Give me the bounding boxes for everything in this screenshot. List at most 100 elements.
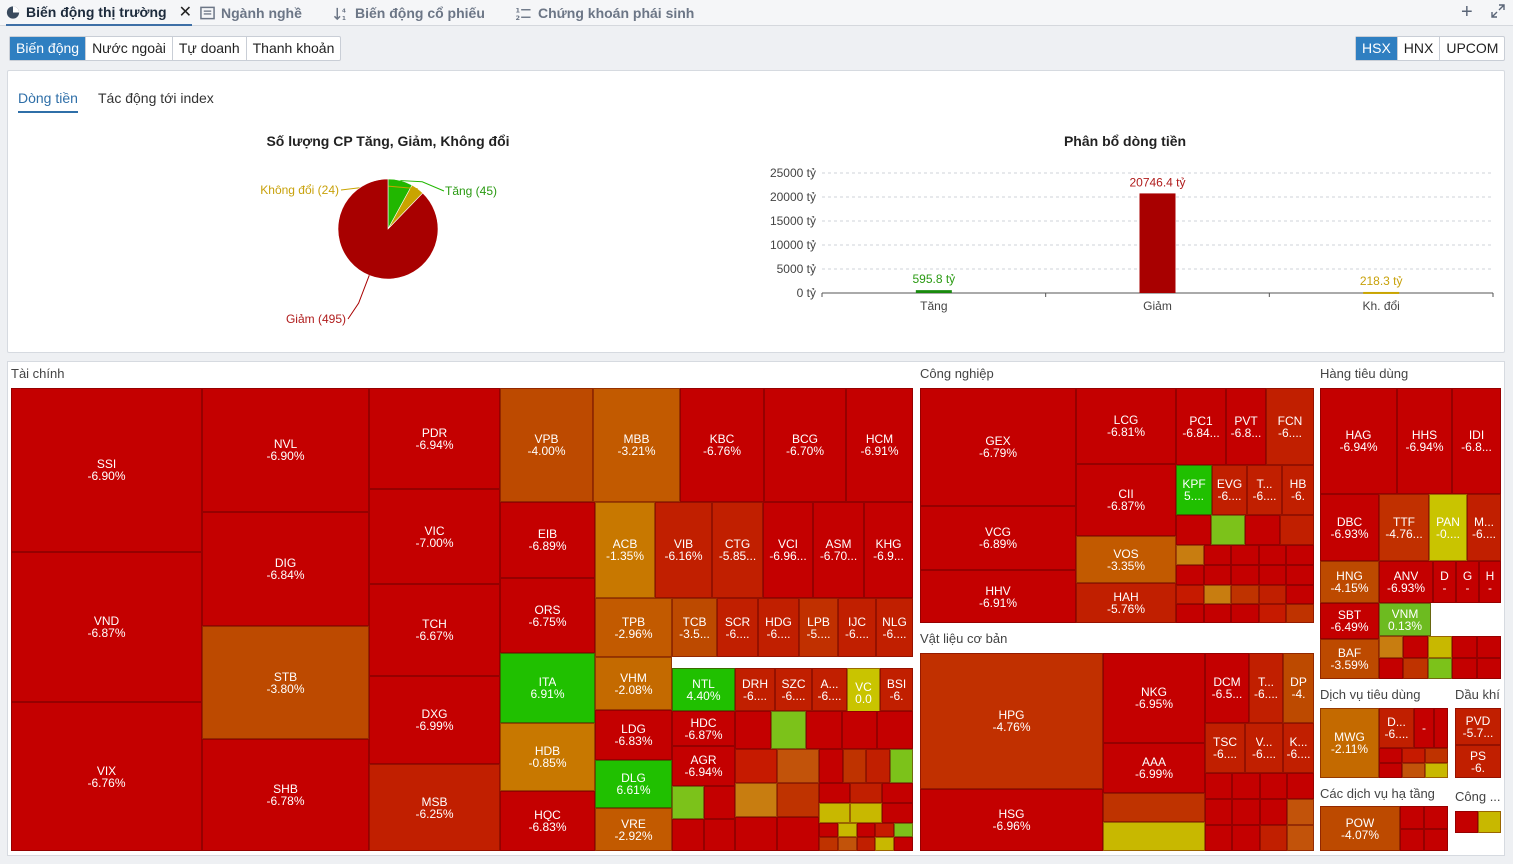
treemap-cell-small[interactable] — [1434, 708, 1448, 748]
treemap-cell-small[interactable] — [1476, 657, 1501, 679]
treemap-cell-small[interactable] — [1258, 604, 1287, 623]
treemap-cell-stock[interactable]: HDG -6.... — [758, 598, 799, 657]
treemap-cell-stock[interactable]: AGR -6.94% — [672, 746, 735, 786]
filter-foreign-button[interactable]: Nước ngoài — [86, 37, 173, 60]
treemap-cell-stock[interactable]: HAG -6.94% — [1320, 388, 1397, 494]
treemap-cell-small[interactable] — [1424, 806, 1448, 829]
treemap-cell-small[interactable] — [889, 749, 913, 783]
treemap-cell-stock[interactable]: HHV -6.91% — [920, 570, 1076, 623]
treemap-cell-small[interactable] — [1176, 515, 1211, 545]
treemap-cell-stock[interactable]: V... -6.... — [1245, 723, 1283, 773]
treemap-cell-small[interactable] — [1425, 748, 1448, 763]
treemap-cell-stock[interactable]: H- — [1479, 561, 1501, 603]
treemap-cell-small[interactable] — [1210, 515, 1245, 545]
treemap-cell-small[interactable] — [1259, 773, 1287, 799]
exchange-hsx-button[interactable]: HSX — [1356, 37, 1398, 60]
treemap-cell-stock[interactable]: PS -6. — [1455, 745, 1501, 778]
treemap-cell-small[interactable] — [1286, 565, 1314, 585]
treemap-cell-stock[interactable]: HDC -6.87% — [672, 711, 735, 746]
close-icon[interactable]: ✕ — [178, 4, 192, 21]
treemap-cell-stock[interactable]: PVD -5.7... — [1455, 708, 1501, 745]
treemap-cell-stock[interactable]: HB -6. — [1282, 465, 1314, 515]
treemap-cell-small[interactable] — [777, 817, 819, 851]
treemap-cell-small[interactable] — [1203, 545, 1232, 565]
treemap-cell-small[interactable] — [819, 837, 838, 851]
treemap-cell-small[interactable] — [1205, 799, 1233, 825]
treemap-cell-stock[interactable]: VCI -6.96... — [763, 502, 813, 598]
treemap-cell-stock[interactable]: VIB -6.16% — [655, 502, 712, 598]
treemap-cell-stock[interactable]: STB -3.80% — [202, 626, 369, 739]
treemap-cell-stock[interactable]: PVT -6.8... — [1226, 388, 1266, 465]
treemap-cell-stock[interactable]: KPF 5.... — [1176, 465, 1212, 515]
treemap-cell-small[interactable] — [1231, 604, 1259, 623]
subtab-money-flow[interactable]: Dòng tiền — [18, 90, 78, 113]
treemap-cell-stock[interactable]: GEX -6.79% — [920, 388, 1076, 506]
treemap-cell-small[interactable] — [1427, 657, 1453, 679]
treemap-cell-small[interactable] — [1403, 657, 1428, 679]
treemap-cell-small[interactable] — [1205, 773, 1233, 799]
treemap-cell-stock[interactable]: HCM -6.91% — [846, 388, 913, 502]
treemap-cell-small[interactable] — [1176, 545, 1204, 565]
treemap-cell-small[interactable] — [1379, 748, 1402, 763]
treemap-cell-stock[interactable]: DCM -6.5... — [1205, 653, 1249, 723]
treemap-cell-stock[interactable]: VIX -6.76% — [11, 702, 202, 851]
treemap-cell-small[interactable] — [735, 711, 771, 749]
add-tab-icon[interactable]: + — [1461, 1, 1473, 23]
treemap-cell-stock[interactable]: IJC -6.... — [838, 598, 876, 657]
treemap-cell-stock[interactable]: EIB -6.89% — [500, 502, 595, 578]
treemap-cell-small[interactable] — [819, 823, 838, 837]
treemap-cell-small[interactable] — [1379, 657, 1404, 679]
treemap-cell-stock[interactable]: ORS -6.75% — [500, 578, 595, 653]
treemap-cell-small[interactable] — [806, 711, 842, 749]
treemap-cell-small[interactable] — [1231, 545, 1259, 565]
treemap-cell-small[interactable] — [1245, 515, 1280, 545]
treemap-cell-small[interactable] — [770, 711, 807, 749]
treemap-cell-small[interactable] — [703, 818, 735, 851]
treemap-cell-stock[interactable]: NVL -6.90% — [202, 388, 369, 512]
treemap-cell-small[interactable] — [1427, 636, 1453, 658]
treemap-cell-stock[interactable]: SBT -6.49% — [1320, 603, 1379, 639]
treemap-cell-small[interactable] — [819, 803, 851, 823]
exchange-upcom-button[interactable]: UPCOM — [1446, 40, 1499, 56]
treemap-cell-stock[interactable]: LDG -6.83% — [595, 710, 672, 760]
treemap-cell-stock[interactable]: TCB -3.5... — [672, 598, 717, 657]
treemap-cell-stock[interactable]: VPB -4.00% — [500, 388, 593, 502]
treemap-cell-small[interactable] — [777, 749, 819, 783]
treemap-cell-stock[interactable]: D- — [1433, 561, 1456, 603]
treemap-cell-small[interactable] — [875, 823, 895, 837]
subtab-index-impact[interactable]: Tác động tới index — [98, 90, 214, 106]
treemap-cell-stock[interactable]: BAF -3.59% — [1320, 639, 1379, 679]
treemap-cell-stock[interactable]: IDI -6.8... — [1452, 388, 1501, 494]
treemap-cell-stock[interactable]: KBC -6.76% — [680, 388, 764, 502]
treemap-cell-stock[interactable]: AAA -6.99% — [1103, 743, 1205, 793]
treemap-cell-stock[interactable]: KHG -6.9... — [864, 502, 913, 598]
treemap-cell-stock[interactable]: TSC -6.... — [1205, 723, 1245, 773]
treemap-cell-small[interactable] — [881, 783, 913, 803]
treemap-cell-small[interactable] — [1379, 763, 1402, 778]
tab-market-movement[interactable]: Biến động thị trường ✕ — [6, 0, 192, 26]
treemap-cell-small[interactable] — [1286, 825, 1314, 851]
treemap-cell-small[interactable] — [1258, 565, 1287, 585]
treemap-cell-small[interactable] — [1286, 604, 1314, 623]
treemap-cell-stock[interactable]: ACB -1.35% — [595, 502, 655, 598]
treemap-cell-small[interactable] — [819, 783, 851, 803]
filter-price-change-button[interactable]: Biến động — [10, 37, 87, 60]
treemap-cell-small[interactable] — [1203, 565, 1232, 585]
treemap-cell-small[interactable] — [837, 837, 857, 851]
treemap-cell-small[interactable] — [1379, 636, 1404, 658]
treemap-cell-stock[interactable]: VND -6.87% — [11, 552, 202, 702]
treemap-cell-small[interactable] — [1203, 604, 1232, 623]
treemap-cell-stock[interactable]: HNG -4.15% — [1320, 561, 1379, 603]
treemap-cell-small[interactable] — [1402, 763, 1425, 778]
treemap-cell-stock[interactable]: ANV -6.93% — [1379, 561, 1433, 603]
treemap-cell-stock[interactable]: T... -6.... — [1247, 465, 1282, 515]
treemap-cell-small[interactable] — [1400, 806, 1424, 829]
treemap-cell-small[interactable] — [1455, 811, 1478, 833]
treemap-cell-small[interactable] — [1286, 799, 1314, 825]
treemap-cell-stock[interactable]: VCG -6.89% — [920, 506, 1076, 570]
treemap-cell-stock[interactable]: LPB -5.... — [799, 598, 838, 657]
treemap-cell-small[interactable] — [1400, 828, 1424, 851]
treemap-cell-stock[interactable]: DXG -6.99% — [369, 676, 500, 764]
treemap-cell-stock[interactable]: PC1 -6.84... — [1176, 388, 1226, 465]
